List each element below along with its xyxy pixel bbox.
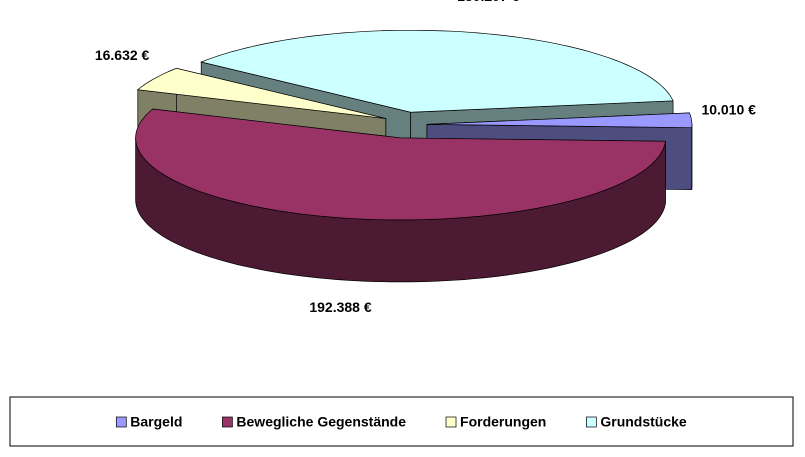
legend-swatch <box>116 417 126 427</box>
data-label: 192.388 € <box>309 299 371 315</box>
legend-swatch <box>586 417 596 427</box>
data-label: 130.207 € <box>457 0 519 4</box>
legend-swatch <box>222 417 232 427</box>
legend-label: Grundstücke <box>600 414 687 430</box>
legend-label: Bargeld <box>130 414 182 430</box>
legend-label: Forderungen <box>460 414 546 430</box>
data-label: 10.010 € <box>701 102 756 118</box>
data-label: 16.632 € <box>95 47 150 63</box>
legend-label: Bewegliche Gegenstände <box>236 414 406 430</box>
legend-swatch <box>446 417 456 427</box>
